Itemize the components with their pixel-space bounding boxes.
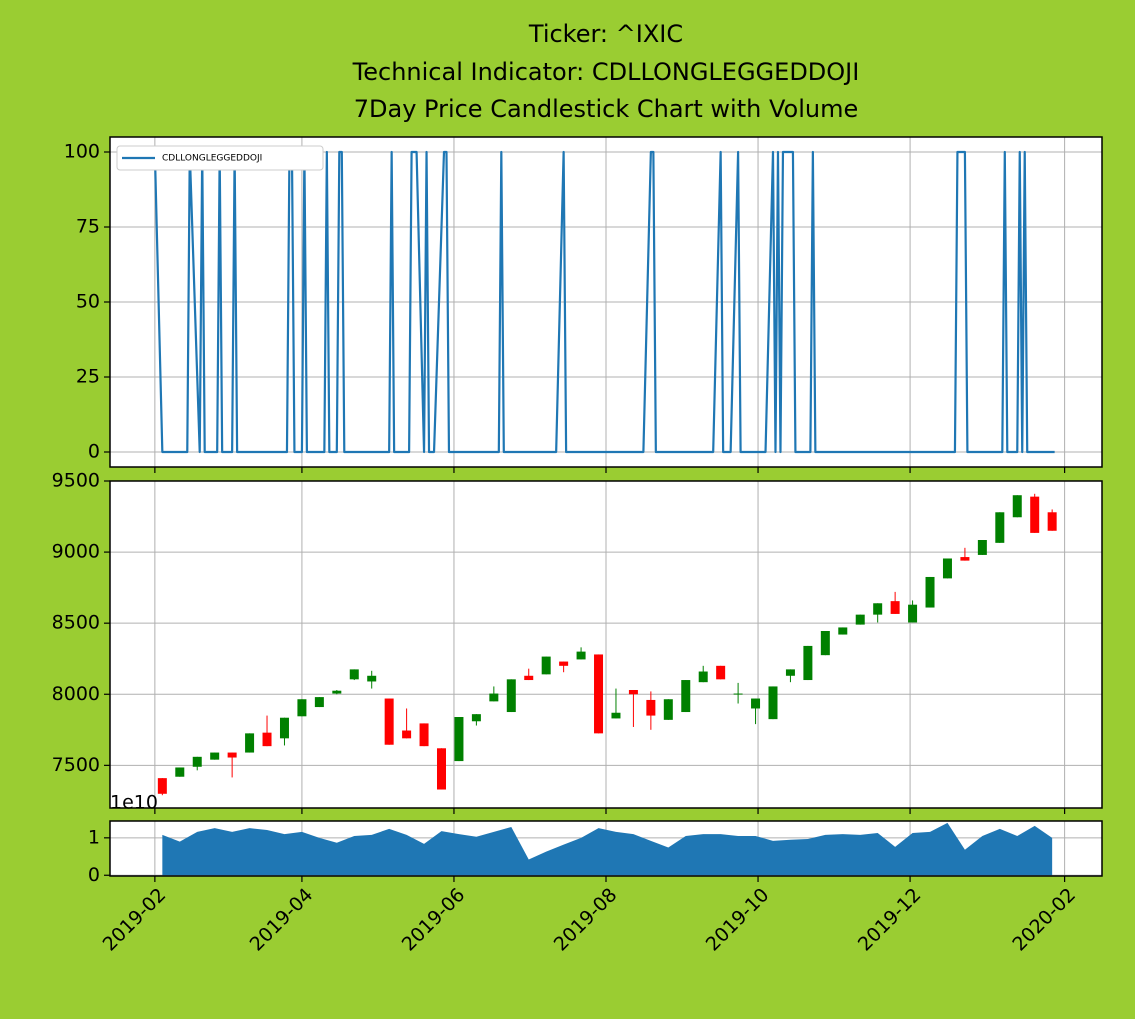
y-tick-label: 0 bbox=[88, 864, 100, 886]
candle-body bbox=[157, 778, 167, 794]
candle-body bbox=[384, 698, 394, 745]
candle-body bbox=[925, 576, 935, 608]
candle-body bbox=[541, 656, 551, 675]
x-tick-label: 2019-12 bbox=[854, 884, 926, 956]
candle-body bbox=[995, 512, 1005, 543]
candle-body bbox=[419, 723, 429, 747]
candle-body bbox=[977, 540, 987, 555]
y-tick-label: 50 bbox=[76, 291, 100, 313]
candle-body bbox=[175, 767, 185, 777]
candle-body bbox=[681, 680, 691, 713]
candle-body bbox=[751, 698, 761, 709]
candle-body bbox=[227, 752, 237, 758]
candle-body bbox=[471, 714, 481, 722]
candle-body bbox=[192, 756, 202, 767]
y-tick-label: 0 bbox=[88, 441, 100, 463]
x-tick-label: 2020-02 bbox=[1008, 884, 1080, 956]
candle-body bbox=[838, 627, 848, 635]
candle-body bbox=[768, 686, 778, 720]
candle-body bbox=[576, 651, 586, 660]
candle-body bbox=[402, 730, 412, 739]
x-tick-label: 2019-02 bbox=[99, 884, 171, 956]
candle-body bbox=[454, 717, 464, 762]
candle-body bbox=[1030, 496, 1040, 533]
candle-body bbox=[1012, 495, 1022, 518]
candle-body bbox=[279, 717, 289, 739]
candle-body bbox=[594, 654, 604, 734]
plot-layer bbox=[110, 137, 1102, 876]
candle-body bbox=[1047, 512, 1057, 531]
legend: CDLLONGLEGGEDDOJI bbox=[116, 145, 324, 171]
y-tick-label: 1 bbox=[88, 826, 100, 848]
axis-offset-label: 1e10 bbox=[110, 792, 158, 814]
x-tick-label: 2019-04 bbox=[246, 884, 318, 956]
y-tick-label: 9500 bbox=[52, 470, 100, 492]
y-tick-label: 100 bbox=[64, 141, 100, 163]
candle-body bbox=[908, 604, 918, 623]
y-tick-label: 25 bbox=[76, 366, 100, 388]
candle-body bbox=[314, 697, 324, 708]
y-tick-label: 75 bbox=[76, 216, 100, 238]
candle-body bbox=[245, 733, 255, 753]
legend-label: CDLLONGLEGGEDDOJI bbox=[162, 154, 262, 164]
candle-body bbox=[873, 603, 883, 615]
x-tick-label: 2019-06 bbox=[398, 884, 470, 956]
y-tick-label: 9000 bbox=[52, 541, 100, 563]
indicator-line bbox=[153, 150, 1055, 454]
x-tick-label: 2019-08 bbox=[550, 884, 622, 956]
candle-body bbox=[890, 601, 900, 614]
candle-body bbox=[436, 748, 446, 790]
candle-body bbox=[803, 645, 813, 681]
candle-body bbox=[297, 699, 307, 717]
candle-body bbox=[733, 693, 743, 695]
title-line: 7Day Price Candlestick Chart with Volume bbox=[354, 95, 859, 123]
title-line: Ticker: ^IXIC bbox=[528, 20, 683, 48]
candle-body bbox=[785, 669, 795, 676]
candle-body bbox=[628, 689, 638, 695]
x-tick-label: 2019-10 bbox=[702, 884, 774, 956]
candle-body bbox=[349, 669, 359, 680]
candle-body bbox=[367, 675, 377, 682]
candle-body bbox=[855, 614, 865, 625]
candle-body bbox=[524, 675, 534, 681]
candle-body bbox=[506, 679, 516, 713]
candle-body bbox=[332, 690, 342, 694]
candle-body bbox=[716, 665, 726, 680]
candle-body bbox=[646, 699, 656, 716]
candle-body bbox=[698, 671, 708, 683]
legend-box bbox=[116, 145, 324, 171]
candle-body bbox=[489, 693, 499, 702]
candle-body bbox=[559, 661, 569, 666]
y-tick-label: 8000 bbox=[52, 683, 100, 705]
candle-body bbox=[942, 558, 952, 579]
candle-body bbox=[210, 752, 220, 760]
candle-body bbox=[611, 712, 621, 719]
candle-body bbox=[663, 699, 673, 720]
candle-body bbox=[960, 557, 970, 561]
candle-body bbox=[262, 732, 272, 747]
y-tick-label: 8500 bbox=[52, 612, 100, 634]
volume-area bbox=[162, 822, 1053, 876]
title-line: Technical Indicator: CDLLONGLEGGEDDOJI bbox=[352, 58, 860, 86]
y-tick-label: 7500 bbox=[52, 754, 100, 776]
candle-body bbox=[820, 630, 830, 656]
